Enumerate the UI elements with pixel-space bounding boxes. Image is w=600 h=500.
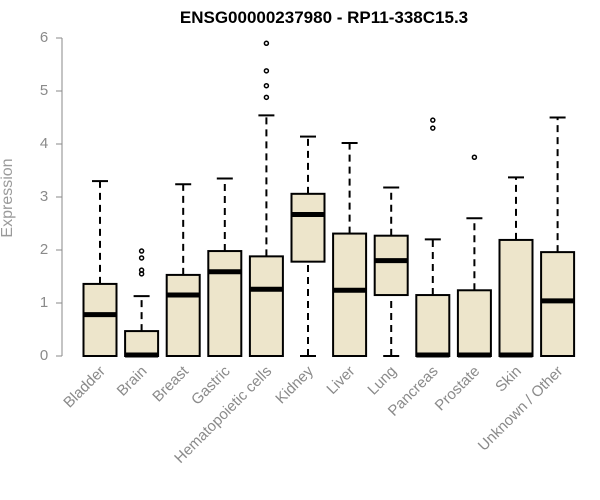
box-body	[415, 294, 451, 357]
box-kidney	[290, 135, 326, 357]
box-body	[456, 289, 492, 357]
box-gastric	[207, 177, 243, 357]
box-unknown-other	[540, 116, 576, 357]
box-body	[373, 234, 409, 297]
outlier-point	[263, 40, 270, 47]
x-tick-label: Liver	[323, 363, 358, 398]
outlier-point	[430, 125, 436, 131]
box-body	[124, 330, 160, 357]
outlier-point	[138, 267, 145, 273]
x-tick-label: Brain	[114, 363, 151, 400]
y-axis-ticks: 0 1 2 3 4 5 6	[40, 29, 62, 364]
outlier-point	[263, 94, 270, 101]
x-tick-label: Breast	[149, 362, 192, 405]
outlier-point	[138, 248, 145, 254]
box-body	[248, 255, 284, 357]
y-tick-label: 1	[40, 294, 48, 311]
box-prostate	[456, 154, 492, 358]
x-tick-label: Prostate	[432, 363, 484, 415]
box-breast	[165, 183, 201, 357]
outlier-point	[430, 117, 436, 123]
outlier-point	[471, 154, 478, 160]
chart-title: ENSG00000237980 - RP11-338C15.3	[180, 8, 468, 27]
box-lung	[373, 186, 409, 357]
box-skin	[498, 176, 534, 358]
box-liver	[332, 141, 368, 358]
box-body	[207, 250, 243, 357]
outlier-point	[138, 255, 145, 261]
box-brain	[124, 248, 160, 358]
box-bladder	[82, 180, 118, 358]
box-body	[332, 232, 368, 358]
box-body	[498, 238, 534, 357]
y-tick-label: 4	[40, 135, 48, 152]
y-tick-label: 2	[40, 241, 48, 258]
box-pancreas	[415, 117, 451, 358]
box-hematopoietic-cells	[248, 40, 284, 357]
box-body	[290, 192, 326, 263]
y-axis-label: Expression	[0, 158, 16, 237]
x-tick-label: Bladder	[60, 363, 109, 412]
box-body	[82, 282, 118, 358]
y-tick-label: 0	[40, 347, 48, 364]
box-body	[165, 273, 201, 357]
x-tick-label: Kidney	[272, 362, 317, 407]
y-tick-label: 5	[40, 82, 48, 99]
outlier-point	[263, 82, 270, 89]
outlier-point	[263, 68, 270, 74]
y-tick-label: 3	[40, 188, 48, 205]
box-body	[540, 251, 576, 357]
x-tick-label: Lung	[364, 363, 400, 399]
x-tick-label: Skin	[492, 363, 525, 396]
box-series	[82, 40, 576, 358]
y-tick-label: 6	[40, 29, 48, 46]
